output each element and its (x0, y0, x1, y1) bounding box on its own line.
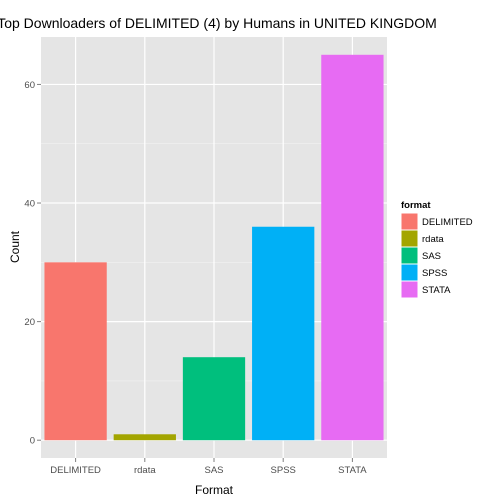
x-tick-label: rdata (134, 465, 156, 476)
legend-label: rdata (422, 234, 444, 245)
bar-stata (321, 54, 384, 441)
x-tick-label: SAS (204, 465, 223, 476)
bar-rdata (113, 434, 176, 441)
legend-title: format (401, 200, 431, 211)
x-axis: DELIMITED rdata SAS SPSS STATA (50, 458, 367, 476)
legend-label: SPSS (422, 268, 447, 279)
bars (44, 54, 384, 441)
x-tick-label: STATA (338, 465, 367, 476)
legend-label: STATA (422, 285, 451, 296)
bar-sas (182, 357, 246, 441)
y-tick-label: 60 (24, 80, 35, 91)
bar-spss (252, 226, 315, 441)
x-tick-label: DELIMITED (50, 465, 101, 476)
y-tick-label: 20 (24, 317, 35, 328)
legend-swatch (401, 213, 418, 230)
legend-label: DELIMITED (422, 217, 473, 228)
legend-swatch (401, 247, 418, 264)
legend-swatch (401, 230, 418, 247)
y-axis: 0 20 40 60 (24, 80, 41, 447)
legend-label: SAS (422, 251, 441, 262)
legend-swatch (401, 281, 418, 298)
chart-title: Top Downloaders of DELIMITED (4) by Huma… (0, 15, 437, 31)
x-axis-title: Format (195, 483, 234, 497)
legend-swatch (401, 264, 418, 281)
y-tick-label: 0 (30, 436, 35, 447)
y-axis-title: Count (8, 230, 22, 263)
x-tick-label: SPSS (271, 465, 296, 476)
bar-delimited (44, 262, 107, 441)
legend: format DELIMITED rdata SAS SPSS STATA (400, 200, 473, 299)
y-tick-label: 40 (24, 199, 35, 210)
